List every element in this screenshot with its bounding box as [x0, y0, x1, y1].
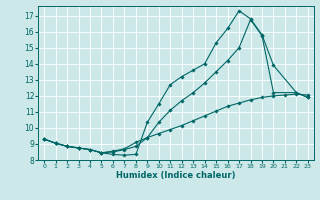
X-axis label: Humidex (Indice chaleur): Humidex (Indice chaleur): [116, 171, 236, 180]
